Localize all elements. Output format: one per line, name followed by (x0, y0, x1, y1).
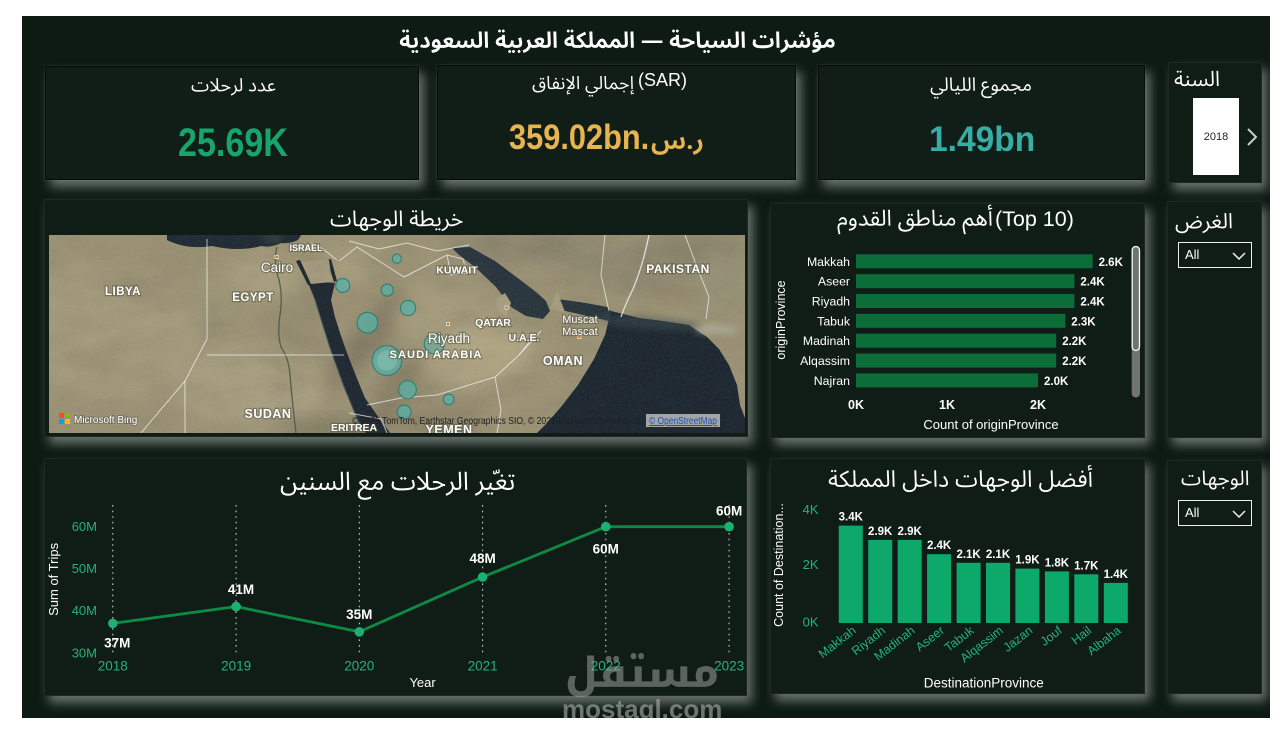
svg-text:EGYPT: EGYPT (232, 292, 273, 304)
svg-text:35M: 35M (346, 607, 372, 622)
svg-text:Cairo: Cairo (261, 260, 293, 275)
svg-text:Albaha: Albaha (1085, 623, 1124, 658)
svg-text:© OpenStreetMap: © OpenStreetMap (649, 416, 717, 427)
svg-text:Muscat: Muscat (562, 314, 597, 326)
svg-text:Alqassim: Alqassim (800, 354, 850, 368)
svg-text:30M: 30M (72, 645, 97, 660)
svg-text:60M: 60M (593, 542, 619, 557)
svg-text:KUWAIT: KUWAIT (436, 265, 478, 277)
svg-text:2.4K: 2.4K (1080, 277, 1105, 289)
svg-text:2.4K: 2.4K (927, 540, 952, 552)
svg-text:Jazan: Jazan (1001, 623, 1036, 654)
svg-text:Makkah: Makkah (816, 623, 859, 661)
svg-text:2.2K: 2.2K (1062, 356, 1087, 368)
svg-text:2.3K: 2.3K (1071, 316, 1096, 328)
svg-text:U.A.E.: U.A.E. (509, 332, 540, 344)
svg-text:60M: 60M (72, 519, 97, 534)
svg-text:2.1K: 2.1K (986, 549, 1011, 561)
svg-text:Jouf: Jouf (1038, 623, 1066, 649)
svg-text:ISRAEL: ISRAEL (289, 243, 323, 253)
svg-text:Aseer: Aseer (913, 623, 947, 654)
svg-text:2.9K: 2.9K (898, 526, 923, 538)
svg-text:DestinationProvince: DestinationProvince (924, 676, 1044, 691)
svg-text:SAUDI ARABIA: SAUDI ARABIA (389, 349, 482, 361)
svg-text:0K: 0K (803, 614, 819, 629)
svg-text:60M: 60M (716, 504, 742, 519)
svg-text:© 2025 TomTom, Earthstar Geogr: © 2025 TomTom, Earthstar Geographics SIO… (352, 416, 643, 427)
svg-text:1.4K: 1.4K (1104, 569, 1129, 581)
svg-text:Count of Destination...: Count of Destination... (772, 503, 786, 627)
svg-text:Riyadh: Riyadh (812, 295, 850, 309)
svg-text:Sum of Trips: Sum of Trips (46, 542, 61, 615)
svg-text:2018: 2018 (98, 659, 128, 674)
svg-text:ERITREA: ERITREA (331, 422, 378, 433)
svg-text:2019: 2019 (221, 659, 251, 674)
svg-text:OMAN: OMAN (543, 354, 583, 368)
svg-text:2K: 2K (1030, 398, 1046, 412)
svg-text:2020: 2020 (344, 659, 374, 674)
svg-text:Najran: Najran (814, 374, 850, 388)
svg-text:Microsoft Bing: Microsoft Bing (74, 415, 137, 426)
svg-text:40M: 40M (72, 603, 97, 618)
svg-text:2.9K: 2.9K (868, 526, 893, 538)
svg-text:1K: 1K (939, 398, 955, 412)
svg-text:Makkah: Makkah (807, 255, 850, 269)
svg-text:2.4K: 2.4K (1080, 297, 1105, 309)
svg-text:PAKISTAN: PAKISTAN (646, 262, 710, 276)
svg-text:LIBYA: LIBYA (105, 286, 141, 298)
svg-text:3.4K: 3.4K (839, 512, 864, 524)
svg-text:2.2K: 2.2K (1062, 336, 1087, 348)
svg-text:2.6K: 2.6K (1099, 257, 1124, 269)
svg-text:0K: 0K (848, 398, 864, 412)
svg-text:Year: Year (409, 675, 436, 690)
svg-text:2.0K: 2.0K (1044, 376, 1069, 388)
svg-text:4K: 4K (803, 502, 819, 517)
svg-text:YEMEN: YEMEN (426, 423, 473, 433)
svg-text:48M: 48M (469, 551, 495, 566)
svg-text:50M: 50M (72, 561, 97, 576)
svg-text:Mascat: Mascat (562, 326, 597, 338)
svg-text:QATAR: QATAR (475, 317, 511, 329)
svg-text:Madinah: Madinah (803, 334, 850, 348)
svg-text:1.9K: 1.9K (1015, 555, 1040, 567)
svg-text:Tabuk: Tabuk (817, 314, 851, 328)
svg-text:2.1K: 2.1K (956, 549, 981, 561)
svg-text:originProvince: originProvince (774, 280, 788, 359)
svg-text:37M: 37M (104, 636, 130, 651)
svg-text:Aseer: Aseer (818, 275, 850, 289)
svg-text:1.8K: 1.8K (1045, 557, 1070, 569)
svg-text:1.7K: 1.7K (1074, 560, 1099, 572)
svg-text:2K: 2K (803, 557, 819, 572)
svg-text:2021: 2021 (468, 659, 498, 674)
svg-text:Riyadh: Riyadh (428, 331, 470, 346)
svg-text:SUDAN: SUDAN (245, 407, 292, 421)
svg-text:41M: 41M (228, 582, 254, 597)
svg-text:2023: 2023 (714, 659, 744, 674)
svg-text:Count of originProvince: Count of originProvince (923, 417, 1058, 432)
